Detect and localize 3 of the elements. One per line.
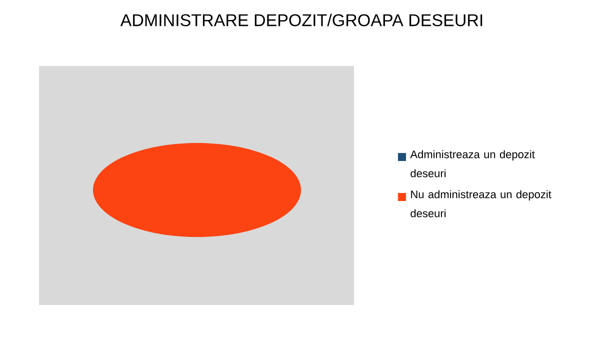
legend-label: Nu administreaza un depozit deseuri — [410, 190, 552, 218]
legend-label: Administreaza un depozit deseuri — [410, 150, 535, 178]
chart-title: ADMINISTRARE DEPOZIT/GROAPA DESEURI — [120, 14, 482, 26]
